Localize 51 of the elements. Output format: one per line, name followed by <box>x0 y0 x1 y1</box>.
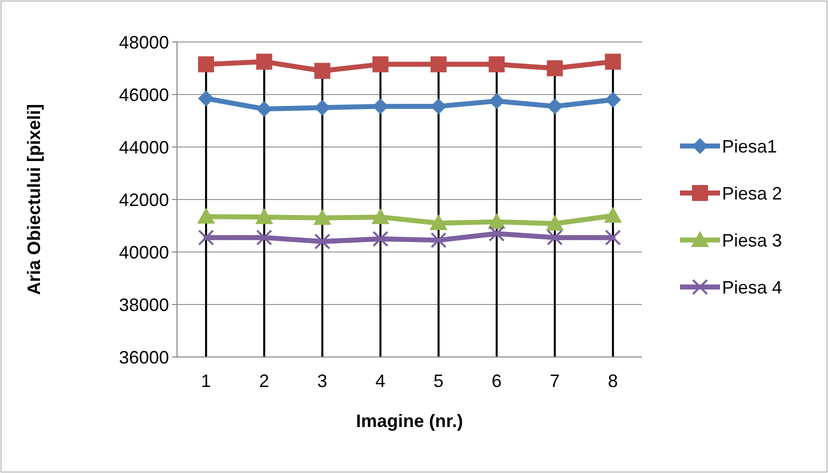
legend-label: Piesa 3 <box>722 230 782 250</box>
point <box>604 92 621 108</box>
point <box>488 56 505 72</box>
legend-label: Piesa 4 <box>722 277 782 298</box>
y-tick-label: 40000 <box>118 242 169 262</box>
y-axis-title: Aria Obiectului [pixeli] <box>24 104 44 296</box>
point <box>256 54 272 70</box>
point <box>546 60 563 76</box>
y-tick-label: 46000 <box>118 84 169 105</box>
point <box>255 208 274 224</box>
point <box>430 232 447 248</box>
point <box>430 56 447 72</box>
y-tick-label: 48000 <box>118 32 169 52</box>
x-tick-label: 6 <box>492 371 502 391</box>
point <box>198 56 214 72</box>
point <box>604 230 621 246</box>
x-axis-title: Imagine (nr.) <box>356 411 464 431</box>
point <box>546 98 563 114</box>
point <box>314 234 330 250</box>
y-tick-label: 44000 <box>118 137 169 158</box>
y-tick-label: 36000 <box>118 347 169 368</box>
y-tick-label: 42000 <box>118 190 169 210</box>
x-tick-label: 8 <box>608 371 618 391</box>
point <box>313 208 332 225</box>
point <box>604 54 621 70</box>
point <box>256 230 272 246</box>
x-tick-label: 3 <box>317 371 328 391</box>
legend-label: Piesa1 <box>722 136 778 156</box>
point <box>430 214 448 230</box>
point <box>371 208 390 224</box>
point <box>604 206 622 223</box>
point <box>430 98 447 114</box>
x-tick-label: 7 <box>550 371 560 391</box>
point <box>197 208 216 224</box>
x-tick-label: 1 <box>201 371 212 391</box>
point <box>546 214 564 231</box>
point <box>488 226 505 242</box>
point <box>198 230 214 246</box>
point <box>488 93 505 110</box>
point <box>372 230 388 247</box>
legend-label: Piesa 2 <box>722 183 782 204</box>
x-tick-label: 5 <box>434 371 444 391</box>
x-tick-label: 4 <box>375 371 386 391</box>
point <box>256 100 272 117</box>
point <box>546 230 563 246</box>
point <box>372 56 388 72</box>
point <box>198 90 214 106</box>
point <box>314 62 330 79</box>
x-tick-label: 2 <box>259 371 270 391</box>
point <box>488 212 506 229</box>
y-tick-label: 38000 <box>118 294 169 315</box>
